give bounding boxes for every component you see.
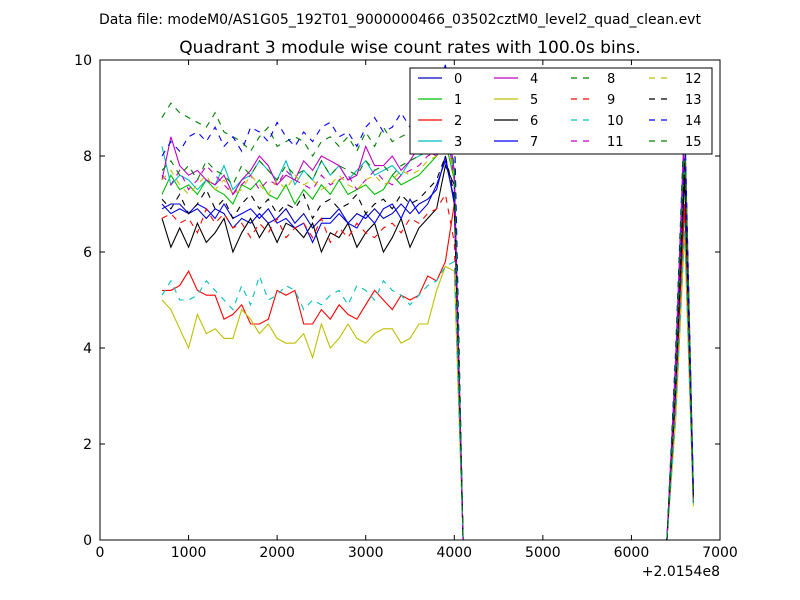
legend-label-0: 0 (454, 72, 462, 87)
x-tick-label: 6000 (614, 545, 650, 561)
legend-label-2: 2 (454, 114, 462, 129)
x-tick-label: 0 (96, 545, 105, 561)
y-tick-label: 10 (74, 53, 92, 69)
x-tick-label: 5000 (525, 545, 561, 561)
legend-label-12: 12 (685, 72, 702, 87)
y-tick-label: 8 (83, 149, 92, 165)
y-tick-label: 4 (83, 341, 92, 357)
legend-label-3: 3 (454, 135, 462, 150)
legend-label-6: 6 (530, 114, 538, 129)
legend-label-15: 15 (685, 135, 702, 150)
chart-title: Quadrant 3 module wise count rates with … (179, 38, 640, 58)
x-tick-label: 4000 (436, 545, 472, 561)
legend-label-10: 10 (607, 114, 624, 129)
y-tick-label: 2 (83, 437, 92, 453)
x-tick-label: 2000 (259, 545, 295, 561)
legend-label-14: 14 (685, 114, 702, 129)
x-axis-offset-label: +2.0154e8 (642, 564, 720, 580)
x-tick-label: 7000 (702, 545, 738, 561)
legend-box (409, 67, 713, 155)
y-tick-label: 0 (83, 533, 92, 549)
x-axis: 0 1000 2000 3000 4000 5000 6000 7000 (96, 60, 738, 561)
legend-label-13: 13 (685, 93, 702, 108)
plot-frame (99, 59, 721, 541)
legend-label-9: 9 (607, 93, 615, 108)
legend-label-1: 1 (454, 93, 462, 108)
data-file-label: Data file: modeM0/AS1G05_192T01_90000004… (99, 12, 701, 28)
legend-label-7: 7 (530, 135, 538, 150)
x-tick-label: 3000 (348, 545, 384, 561)
y-tick-label: 6 (83, 245, 92, 261)
x-tick-label: 1000 (171, 545, 207, 561)
legend-label-4: 4 (530, 72, 538, 87)
legend-label-8: 8 (607, 72, 615, 87)
legend-label-5: 5 (530, 93, 538, 108)
legend-label-11: 11 (607, 135, 624, 150)
series-line-10 (161, 223, 694, 541)
